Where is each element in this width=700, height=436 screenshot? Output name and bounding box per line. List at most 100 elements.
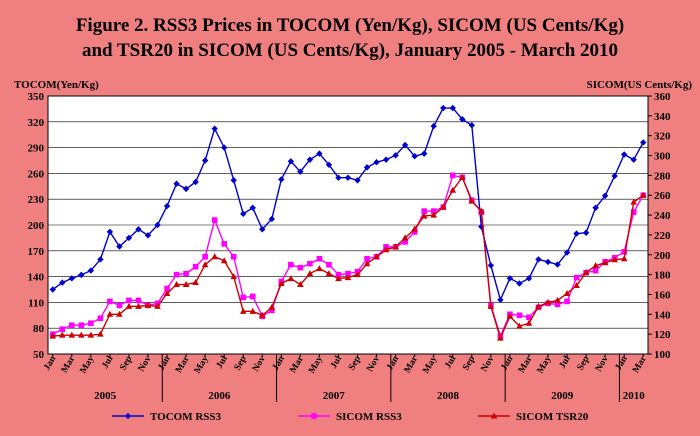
data-point <box>78 331 85 338</box>
data-point <box>630 156 637 163</box>
data-point <box>135 226 142 233</box>
data-point <box>420 212 428 219</box>
data-point <box>554 296 561 303</box>
data-point <box>516 312 523 319</box>
data-point <box>183 270 189 277</box>
data-point <box>182 185 190 193</box>
y-tick-label-right: 100 <box>654 349 671 361</box>
data-point <box>344 174 352 181</box>
data-point <box>306 156 314 163</box>
data-point <box>135 302 142 309</box>
data-point <box>211 253 218 260</box>
data-point <box>458 173 466 180</box>
data-point <box>592 204 599 211</box>
data-point <box>601 259 609 266</box>
data-point <box>487 302 495 309</box>
data-point <box>497 296 504 304</box>
y-tick-label-right: 340 <box>654 111 671 123</box>
x-tick-label: May <box>421 354 439 375</box>
y-tick-label-right: 280 <box>654 170 671 182</box>
data-point <box>58 331 66 338</box>
y-tick-label-left: 320 <box>28 117 45 129</box>
data-point <box>59 326 66 332</box>
x-tick-label: Mar <box>631 354 649 375</box>
x-tick-label: Nov <box>365 354 382 373</box>
data-point <box>468 197 476 204</box>
data-point <box>401 141 409 149</box>
x-tick-label: Sep <box>347 355 363 373</box>
data-point <box>335 271 342 278</box>
data-point <box>478 207 485 214</box>
data-point <box>192 279 199 286</box>
y-tick-label-right: 220 <box>654 230 671 242</box>
data-point <box>459 116 466 123</box>
data-point <box>69 322 75 329</box>
x-tick-label: Sep <box>461 355 477 373</box>
x-tick-label: Nov <box>594 354 611 373</box>
data-point <box>49 286 56 293</box>
y-tick-label-right: 360 <box>654 91 671 103</box>
year-label: 2007 <box>323 390 346 402</box>
data-point <box>325 270 333 277</box>
data-point <box>382 156 390 163</box>
y-tick-label-left: 80 <box>33 323 45 335</box>
data-point <box>87 267 95 274</box>
data-point <box>639 191 647 198</box>
x-tick-label: May <box>193 354 211 375</box>
data-point <box>344 274 352 281</box>
x-tick-label: Jul <box>215 354 230 370</box>
data-point <box>135 297 142 304</box>
data-point <box>411 229 418 235</box>
data-point <box>97 330 104 337</box>
x-tick-label: Jan <box>499 354 515 372</box>
y-tick-label-left: 110 <box>28 297 44 309</box>
y-tick-label-right: 140 <box>654 309 671 321</box>
x-tick-label: Jul <box>443 354 458 370</box>
y-axis-left-title: TOCOM(Yen/Kg) <box>14 79 99 91</box>
data-point <box>440 104 447 112</box>
data-point <box>221 241 227 247</box>
data-point <box>325 161 333 168</box>
data-point <box>125 302 133 309</box>
data-point <box>240 294 247 301</box>
data-point <box>611 172 618 180</box>
x-tick-label: Nov <box>251 354 268 373</box>
y-tick-label-left: 50 <box>33 349 45 361</box>
x-tick-label: Mar <box>288 354 306 375</box>
data-point <box>192 178 199 186</box>
data-point <box>88 320 94 327</box>
data-point <box>554 261 561 268</box>
data-point <box>563 249 571 256</box>
data-point <box>411 153 418 160</box>
chart-title-line2: and TSR20 in SICOM (US Cents/Kg), Januar… <box>81 40 619 61</box>
data-point <box>364 255 370 262</box>
data-point <box>125 234 133 242</box>
x-tick-label: Mar <box>174 354 192 375</box>
data-point <box>564 298 570 305</box>
data-point <box>173 281 180 288</box>
data-point <box>573 282 580 289</box>
data-point <box>516 322 523 329</box>
data-point <box>287 158 295 165</box>
data-point <box>249 307 257 314</box>
chart-title-line1: Figure 2. RSS3 Prices in TOCOM (Yen/Kg),… <box>75 15 625 36</box>
data-point <box>269 307 275 314</box>
data-point <box>307 260 313 267</box>
data-point <box>449 186 457 193</box>
data-point <box>316 265 323 272</box>
x-tick-label: May <box>307 354 325 375</box>
y-tick-label-right: 180 <box>654 270 671 282</box>
year-label: 2010 <box>623 390 646 402</box>
data-point <box>640 139 647 146</box>
data-point <box>230 253 237 260</box>
data-point <box>468 122 476 129</box>
data-point <box>525 319 533 326</box>
data-point <box>430 122 437 130</box>
data-point <box>363 260 371 267</box>
data-point <box>401 234 409 241</box>
data-point <box>278 176 285 183</box>
data-point <box>107 298 113 305</box>
y-tick-label-left: 200 <box>28 220 45 232</box>
data-point <box>164 285 170 292</box>
